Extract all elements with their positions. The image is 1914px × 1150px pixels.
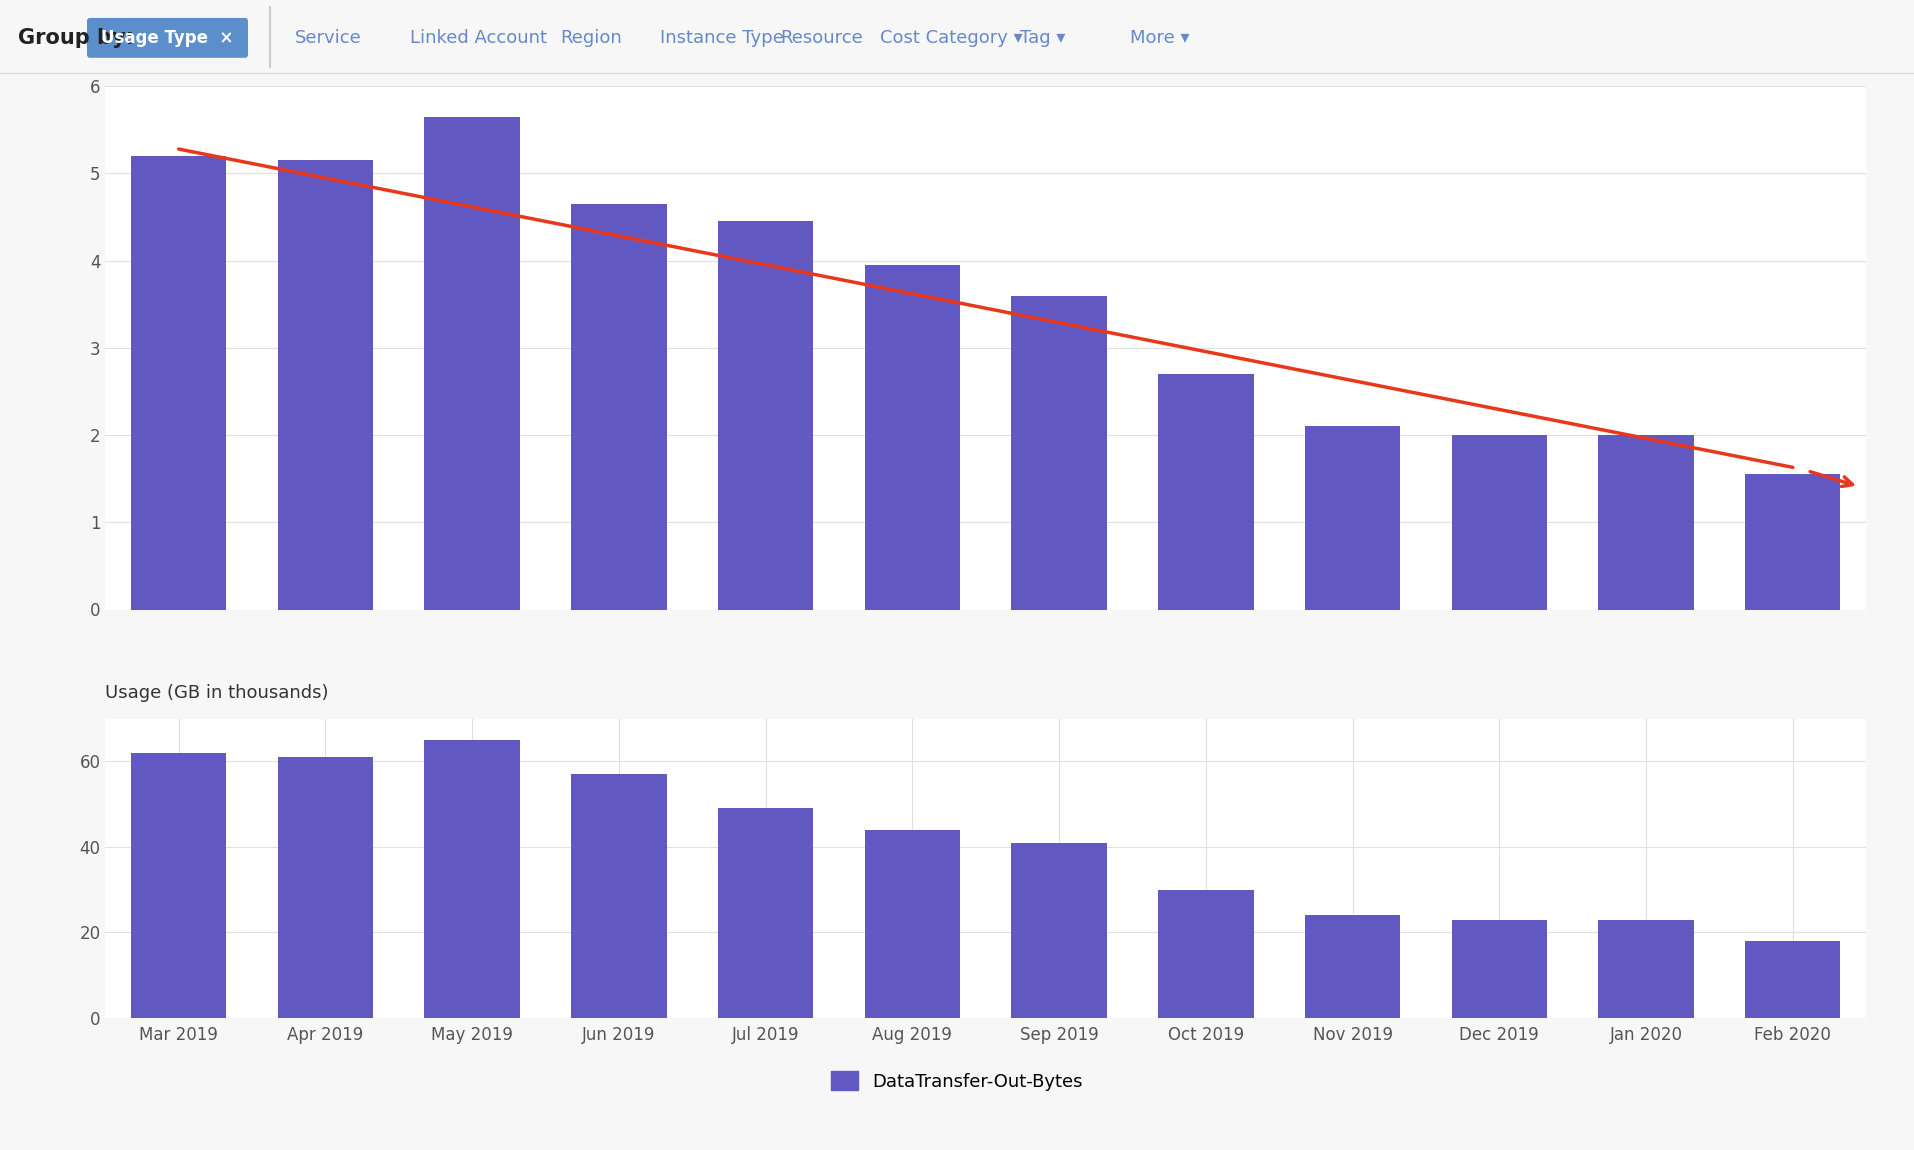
Bar [278,160,373,610]
Text: Resource: Resource [781,29,863,47]
Bar [1011,843,1106,1018]
Bar [130,753,226,1018]
Bar [1158,374,1254,610]
Text: Tag ▾: Tag ▾ [1020,29,1066,47]
Bar [1451,920,1547,1018]
Bar [425,741,521,1018]
Text: Linked Account: Linked Account [410,29,547,47]
Bar [130,156,226,610]
Bar [570,774,666,1018]
Bar [425,117,521,610]
Text: More ▾: More ▾ [1129,29,1189,47]
Text: Service: Service [295,29,362,47]
Text: Group by:: Group by: [17,28,134,48]
Bar [1598,920,1694,1018]
Text: Costs ($ in thousands): Costs ($ in thousands) [105,154,306,172]
Bar [1158,890,1254,1018]
Bar [570,204,666,610]
Bar [1746,941,1841,1018]
Bar [1305,427,1401,610]
Bar [1746,474,1841,610]
Legend: DataTransfer-Out-Bytes: DataTransfer-Out-Bytes [823,1064,1091,1098]
Text: Region: Region [561,29,622,47]
Bar [865,830,961,1018]
Text: Cost Category ▾: Cost Category ▾ [880,29,1022,47]
Bar [718,808,813,1018]
Bar [718,222,813,610]
Bar [865,264,961,610]
Text: Usage (GB in thousands): Usage (GB in thousands) [105,683,329,702]
Bar [1011,296,1106,610]
Text: Instance Type: Instance Type [660,29,785,47]
Bar [278,757,373,1018]
Bar [1598,435,1694,610]
Text: Usage Type  ×: Usage Type × [101,29,234,47]
FancyBboxPatch shape [86,18,249,58]
Bar [1305,915,1401,1018]
Bar [1451,435,1547,610]
